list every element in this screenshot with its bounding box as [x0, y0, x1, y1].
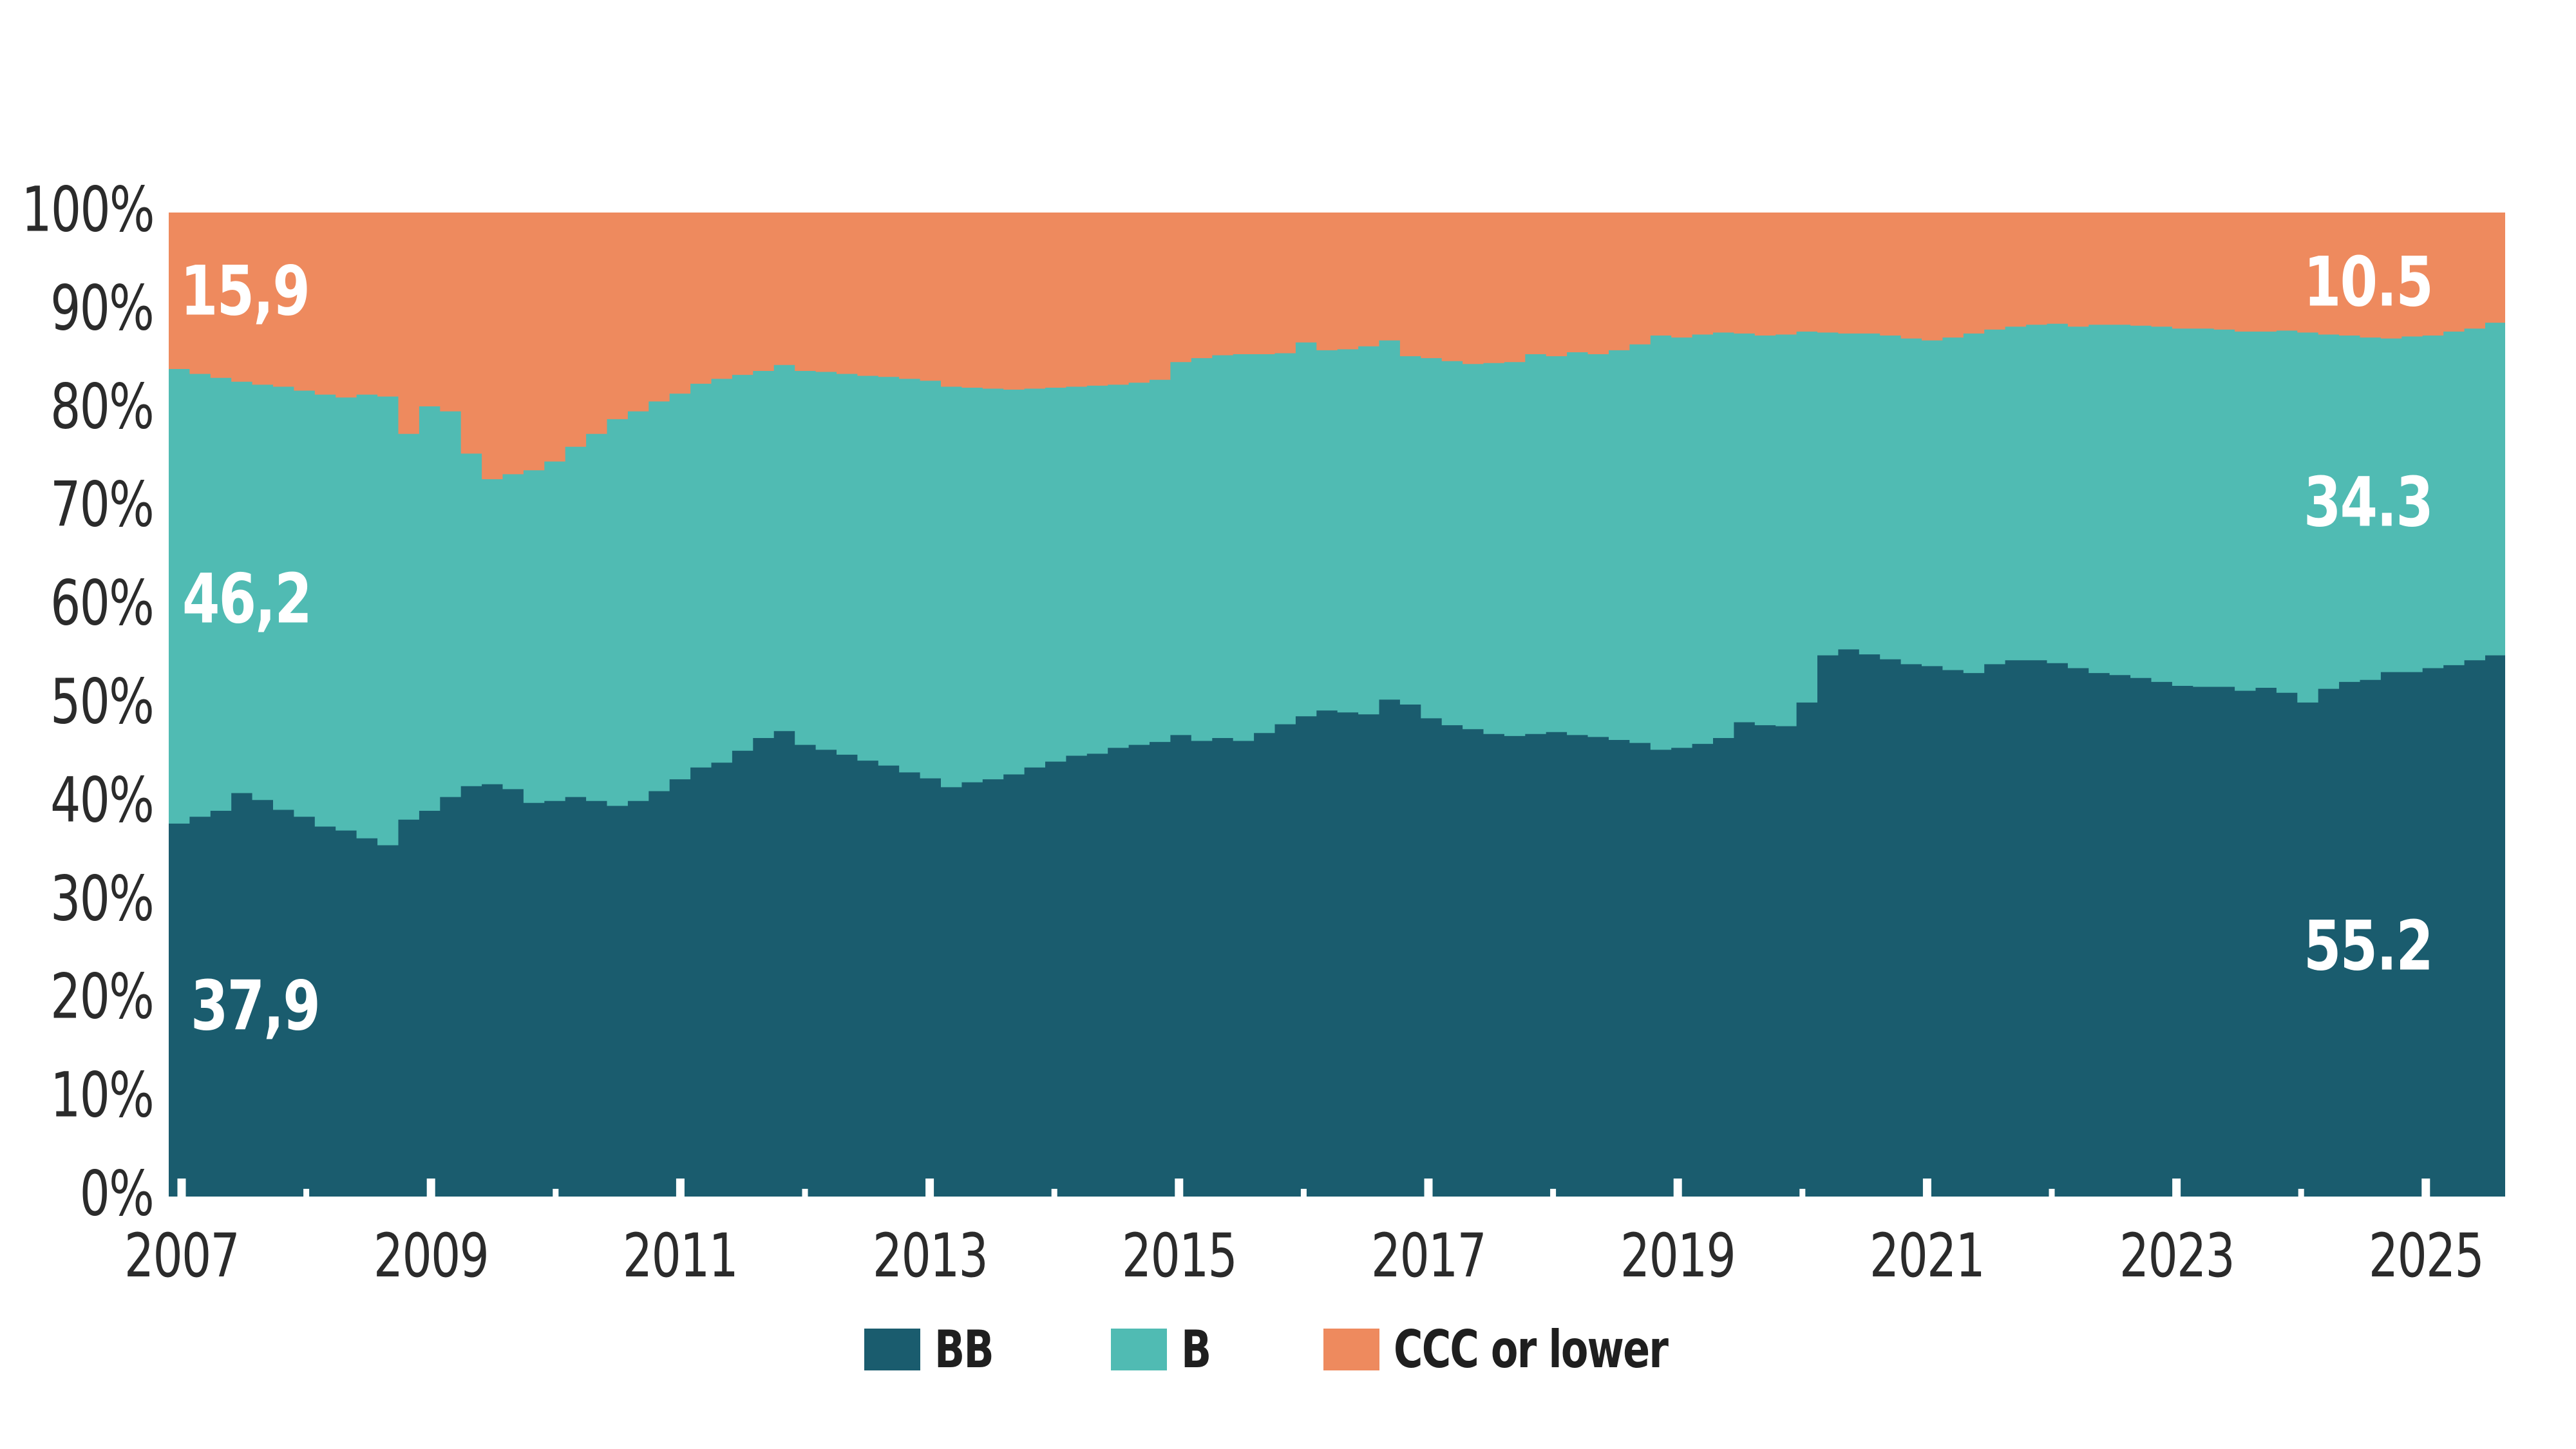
y-axis-label: 30%	[50, 862, 155, 935]
legend-swatch-icon	[1323, 1328, 1379, 1370]
y-axis-label: 60%	[50, 567, 155, 639]
y-axis-label: 20%	[50, 960, 155, 1033]
y-axis-label: 70%	[50, 468, 155, 541]
legend-label: BB	[934, 1319, 994, 1379]
x-axis-minor-tick	[1051, 1189, 1057, 1197]
x-axis-major-tick	[1922, 1179, 1931, 1197]
y-axis-label: 80%	[50, 370, 155, 443]
x-axis-major-tick	[2421, 1179, 2430, 1197]
x-axis-minor-tick	[1550, 1189, 1557, 1197]
x-axis-major-tick	[426, 1179, 435, 1197]
y-axis-label: 10%	[50, 1059, 155, 1132]
x-axis-minor-tick	[1799, 1189, 1806, 1197]
x-axis-label-2009: 2009	[374, 1221, 489, 1291]
x-axis-major-tick	[177, 1179, 186, 1197]
x-axis-label-2019: 2019	[1620, 1221, 1736, 1291]
x-axis-label-2025: 2025	[2368, 1221, 2485, 1291]
x-axis-major-tick	[1424, 1179, 1433, 1197]
x-axis-label-2021: 2021	[1870, 1221, 1985, 1291]
y-axis-label: 0%	[79, 1157, 155, 1230]
x-axis-label-2015: 2015	[1121, 1221, 1238, 1291]
stacked-area-chart	[169, 213, 2505, 1197]
y-axis-label: 50%	[50, 665, 155, 738]
y-axis-label: 40%	[50, 764, 155, 837]
x-axis-label-2007: 2007	[124, 1221, 240, 1291]
x-axis-label-2023: 2023	[2119, 1221, 2235, 1291]
legend-item-ccc-or-lower: CCC or lower	[1323, 1320, 1712, 1379]
x-axis-minor-tick	[553, 1189, 559, 1197]
x-axis-label-2017: 2017	[1370, 1221, 1487, 1291]
x-axis-minor-tick	[303, 1189, 310, 1197]
legend: BB B CCC or lower	[0, 1319, 2576, 1379]
x-axis-label-2011: 2011	[623, 1221, 739, 1291]
x-axis-label-2013: 2013	[872, 1221, 989, 1291]
x-axis-major-tick	[1175, 1179, 1184, 1197]
x-axis-major-tick	[676, 1179, 685, 1197]
x-axis-major-tick	[1673, 1179, 1682, 1197]
x-axis-minor-tick	[1300, 1189, 1307, 1197]
y-axis-label: 90%	[50, 272, 155, 345]
legend-swatch-icon	[864, 1328, 921, 1370]
x-axis-major-tick	[2172, 1179, 2181, 1197]
x-axis-minor-tick	[2049, 1189, 2055, 1197]
legend-item-bb: BB	[864, 1320, 1003, 1379]
legend-item-b: B	[1110, 1319, 1215, 1379]
x-axis-minor-tick	[2298, 1189, 2304, 1197]
legend-label: B	[1180, 1319, 1211, 1379]
x-axis-minor-tick	[802, 1189, 808, 1197]
legend-label: CCC or lower	[1393, 1319, 1669, 1379]
area-bb	[169, 649, 2505, 1197]
chart-canvas	[169, 213, 2505, 1197]
legend-swatch-icon	[1110, 1328, 1167, 1370]
y-axis-label: 100%	[21, 173, 155, 246]
x-axis-major-tick	[925, 1179, 934, 1197]
